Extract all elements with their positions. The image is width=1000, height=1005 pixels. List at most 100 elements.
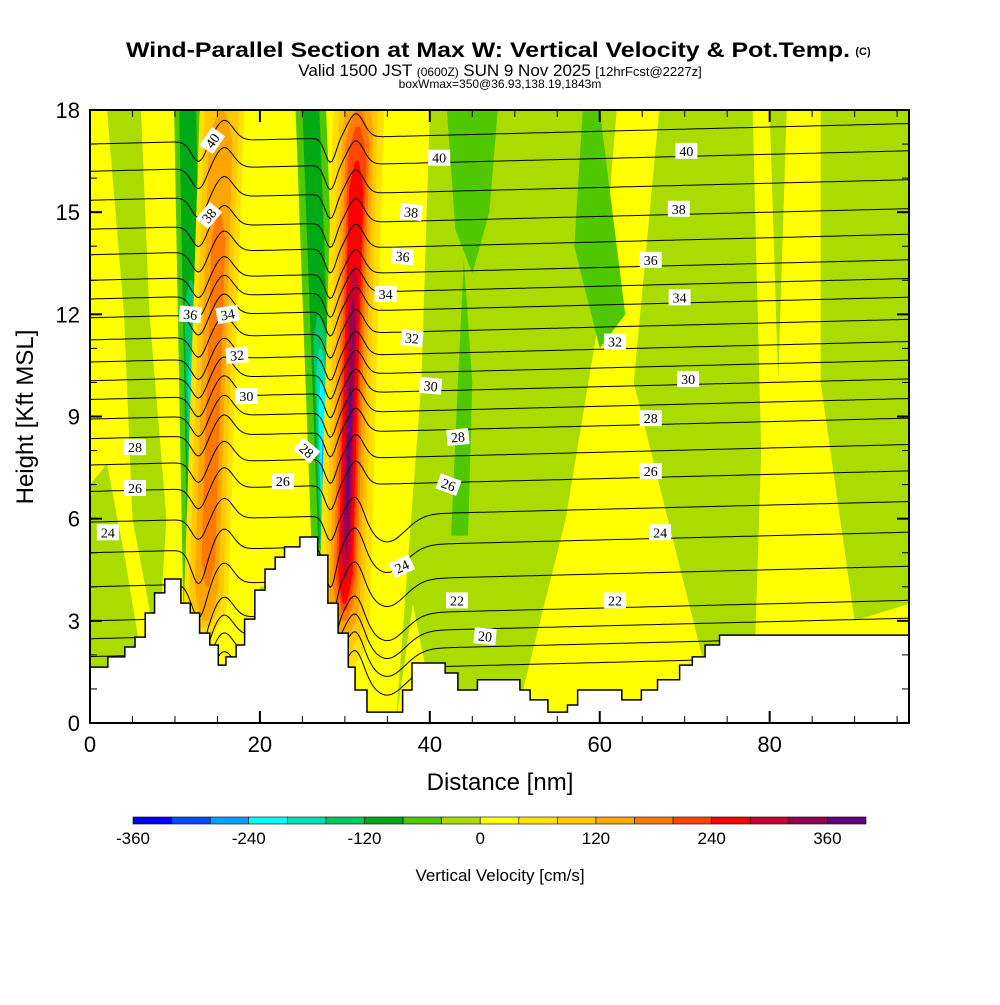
terrain-profile — [90, 536, 909, 723]
colorbar-tick-label: 120 — [582, 829, 610, 848]
region-sink-middle — [451, 259, 473, 536]
contour-label: 36 — [639, 251, 662, 269]
colorbar-swatch — [749, 816, 790, 825]
theta-contour-line — [90, 460, 909, 511]
contour-label-text: 34 — [220, 307, 236, 324]
subtitle-valid: Valid 1500 JST — [298, 61, 412, 80]
contour-label: 38 — [667, 200, 690, 218]
contour-label-box — [124, 480, 147, 497]
contour-label: 32 — [604, 333, 627, 351]
theta-contour-line — [90, 496, 909, 543]
contour-label-box — [675, 142, 698, 159]
colorbar-swatch — [209, 816, 250, 825]
contour-label-text: 26 — [644, 465, 658, 480]
colorbar-swatch — [132, 816, 172, 825]
contour-label: 28 — [124, 439, 147, 456]
theta-contour-line — [90, 407, 909, 458]
theta-contour-line — [90, 113, 909, 164]
theta-contour-line — [90, 434, 909, 485]
contour-label: 20 — [473, 627, 497, 646]
contour-label: 28 — [446, 428, 470, 447]
chart-subtitle: Valid 1500 JST (0600Z) SUN 9 Nov 2025 [1… — [298, 61, 701, 80]
contour-label: 34 — [374, 285, 397, 303]
contour-label-text: 32 — [608, 336, 622, 351]
contour-label: 40 — [428, 149, 451, 167]
theta-contour-line — [90, 286, 909, 337]
contour-label-box — [399, 203, 423, 222]
contour-label: 38 — [399, 203, 423, 222]
contour-label-text: 22 — [608, 594, 622, 609]
contour-label-box — [428, 149, 451, 166]
subtitle-date: SUN 9 Nov 2025 — [463, 61, 591, 80]
region-weak-sink-stripe — [769, 110, 787, 383]
theta-contour-line — [90, 595, 909, 657]
contour-label-text: 24 — [101, 526, 115, 541]
theta-contour-line — [90, 249, 909, 300]
colorbar-tick-label: -360 — [116, 829, 150, 848]
y-tick-label: 15 — [56, 200, 80, 225]
box-info: boxWmax=350@36.93,138.19,1843m — [399, 77, 602, 91]
contour-label-text: 28 — [128, 441, 142, 456]
contour-label-text: 30 — [681, 373, 695, 388]
contour-label-box — [639, 462, 662, 479]
region-weak-lift-1 — [514, 110, 719, 723]
colorbar-tick-label: 0 — [475, 829, 484, 848]
contour-label: 34 — [668, 289, 691, 306]
updraft-left — [201, 212, 226, 587]
x-tick-label: 20 — [248, 732, 272, 757]
region-sink-patch — [574, 110, 626, 349]
contour-label: 40 — [199, 127, 226, 155]
colorbar: -360 -240 -120 0 120 240 360 — [116, 816, 867, 848]
colorbar-swatch — [402, 816, 442, 825]
x-tick-label: 60 — [588, 732, 612, 757]
y-tick-label: 6 — [68, 507, 80, 532]
theta-contour-line — [90, 140, 909, 191]
contour-label-text: 26 — [439, 477, 457, 496]
colorbar-swatch — [827, 816, 867, 825]
contour-label: 28 — [293, 437, 321, 464]
theta-contour-line — [90, 169, 909, 220]
contour-labels: 40 40 40 38 38 38 36 34 36 36 34 34 32 32 32 30 30 30 28 28… — [96, 127, 700, 646]
contour-label-text: 32 — [404, 332, 419, 348]
contour-label: 26 — [435, 473, 462, 496]
contour-label-text: 40 — [679, 145, 693, 160]
colorbar-swatch — [479, 816, 520, 825]
contour-label-box — [668, 289, 691, 306]
contour-label: 32 — [400, 329, 424, 348]
contour-label-box — [96, 524, 119, 541]
contour-label: 24 — [388, 554, 416, 579]
contour-label: 28 — [639, 410, 662, 427]
contour-label-text: 30 — [239, 390, 253, 405]
contour-label: 24 — [96, 524, 119, 541]
contour-label-text: 38 — [672, 203, 686, 218]
chart-title: Wind-Parallel Section at Max W: Vertical… — [126, 39, 850, 62]
contour-label-box — [215, 304, 240, 325]
colorbar-tick-label: -240 — [232, 829, 266, 848]
theta-contour-line — [90, 331, 909, 381]
contour-label-text: 20 — [477, 630, 492, 646]
contour-label-text: 38 — [403, 206, 418, 222]
colorbar-swatch — [557, 816, 597, 825]
colorbar-swatch — [248, 816, 288, 825]
contour-label: 40 — [675, 142, 698, 160]
contour-label: 30 — [419, 376, 443, 395]
y-tick-label: 18 — [56, 98, 80, 123]
colorbar-tick-label: 240 — [697, 829, 725, 848]
contour-label-box — [124, 439, 147, 456]
region-sink-upper — [446, 110, 498, 274]
contour-label-text: 36 — [395, 250, 410, 266]
colorbar-swatch — [364, 816, 404, 825]
region-weak-sink-left-upper — [106, 110, 167, 655]
contour-label-box — [667, 200, 690, 217]
contour-label-box — [199, 127, 226, 155]
contour-label: 22 — [604, 592, 627, 609]
contour-label: 26 — [639, 462, 662, 480]
subtitle-forecast: [12hrFcst@2227z] — [595, 64, 701, 79]
contour-label-box — [195, 202, 223, 230]
contour-label-box — [374, 285, 397, 302]
y-tick-label: 3 — [68, 609, 80, 634]
colorbar-swatch — [171, 816, 211, 825]
